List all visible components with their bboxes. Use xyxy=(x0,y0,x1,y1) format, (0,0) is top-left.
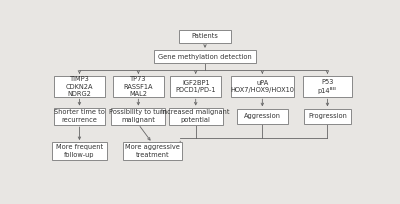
Text: IGF2BP1
PDCD1/PD-1: IGF2BP1 PDCD1/PD-1 xyxy=(176,80,216,93)
Text: Possibility to turn
malignant: Possibility to turn malignant xyxy=(110,110,167,123)
FancyBboxPatch shape xyxy=(52,142,106,160)
Text: Progression: Progression xyxy=(308,113,347,119)
Text: Aggression: Aggression xyxy=(244,113,281,119)
Text: More aggressive
treatment: More aggressive treatment xyxy=(125,144,180,158)
Text: P53
p14ᴮᴱᴵ: P53 p14ᴮᴱᴵ xyxy=(318,79,337,94)
Text: Shorter time to
recurrence: Shorter time to recurrence xyxy=(54,110,105,123)
FancyBboxPatch shape xyxy=(113,76,164,97)
FancyBboxPatch shape xyxy=(168,108,223,125)
FancyBboxPatch shape xyxy=(230,76,294,97)
FancyBboxPatch shape xyxy=(123,142,182,160)
Text: More frequent
follow-up: More frequent follow-up xyxy=(56,144,103,158)
Text: Patients: Patients xyxy=(192,33,218,39)
FancyBboxPatch shape xyxy=(170,76,221,97)
Text: TIMP3
CDKN2A
NDRG2: TIMP3 CDKN2A NDRG2 xyxy=(66,76,93,97)
FancyBboxPatch shape xyxy=(237,109,288,124)
FancyBboxPatch shape xyxy=(154,50,256,63)
Text: uPA
HOX7/HOX9/HOX10: uPA HOX7/HOX9/HOX10 xyxy=(230,80,294,93)
Text: Gene methylation detection: Gene methylation detection xyxy=(158,54,252,60)
Text: TP73
RASSF1A
MAL2: TP73 RASSF1A MAL2 xyxy=(124,76,153,97)
Text: Increased malignant
potential: Increased malignant potential xyxy=(162,110,230,123)
FancyBboxPatch shape xyxy=(54,108,105,125)
FancyBboxPatch shape xyxy=(54,76,105,97)
FancyBboxPatch shape xyxy=(304,109,351,124)
FancyBboxPatch shape xyxy=(179,30,231,43)
FancyBboxPatch shape xyxy=(111,108,166,125)
FancyBboxPatch shape xyxy=(303,76,352,97)
